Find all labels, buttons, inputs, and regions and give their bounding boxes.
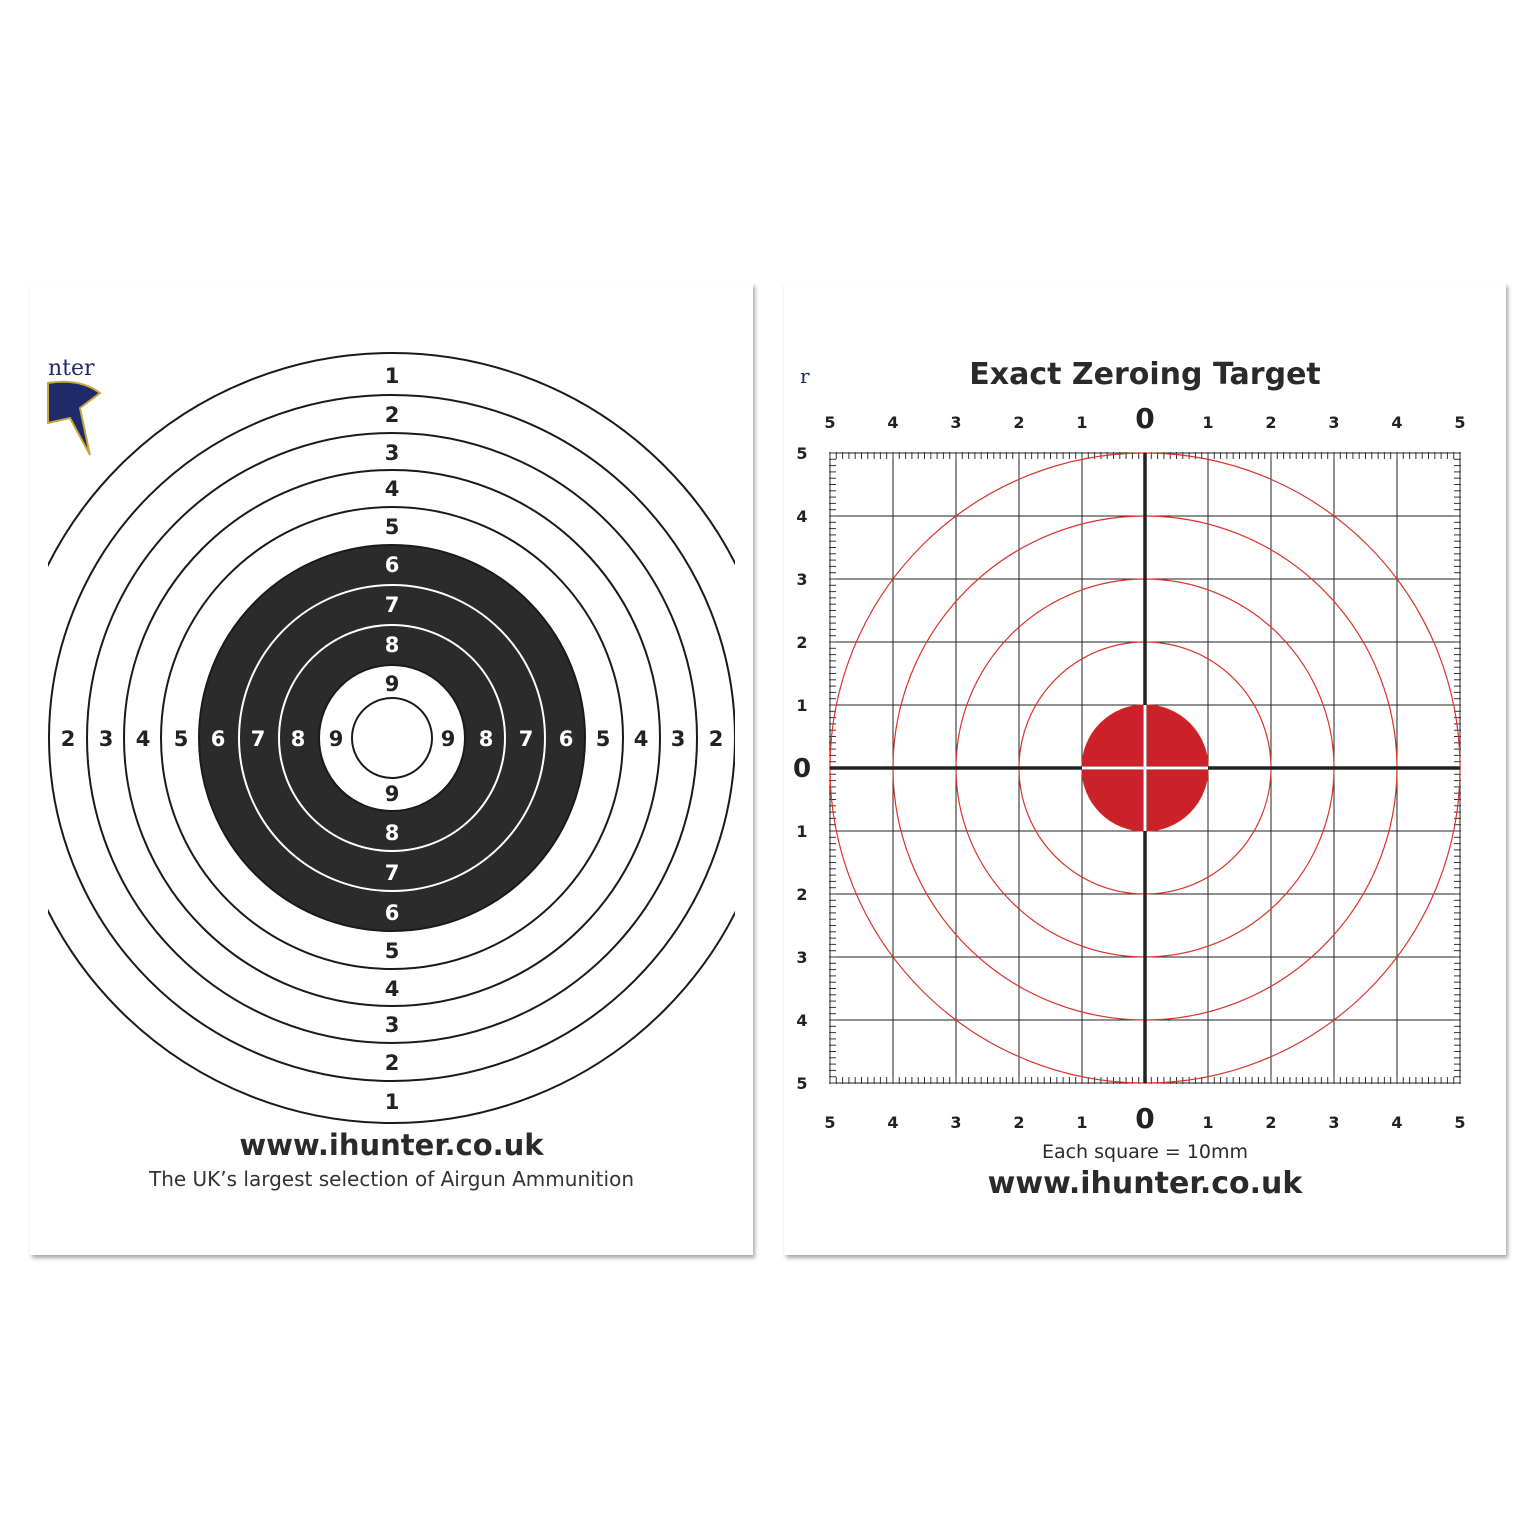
ring-10 <box>351 697 433 779</box>
axis-label-top: 4 <box>887 413 898 432</box>
ring-label-top: 1 <box>385 364 400 388</box>
axis-label-left: 1 <box>796 822 807 841</box>
axis-label-bottom: 4 <box>1391 1113 1402 1132</box>
ring-label-right: 3 <box>671 727 686 751</box>
ring-label-top: 8 <box>385 633 400 657</box>
axis-label-left: 4 <box>796 1011 807 1030</box>
ring-label-right: 4 <box>634 727 649 751</box>
axis-label-left: 2 <box>796 633 807 652</box>
axis-label-left: 4 <box>796 507 807 526</box>
ring-label-bottom: 9 <box>385 782 400 806</box>
ring-8 <box>278 624 506 852</box>
axis-label-bottom: 1 <box>1076 1113 1087 1132</box>
axis-label-bottom: 0 <box>1135 1102 1154 1135</box>
ring-label-bottom: 6 <box>385 901 400 925</box>
axis-label-bottom: 3 <box>950 1113 961 1132</box>
axis-label-left: 3 <box>796 570 807 589</box>
eye-icon <box>47 380 102 456</box>
ring-label-bottom: 3 <box>385 1013 400 1037</box>
axis-label-left: 1 <box>796 696 807 715</box>
ring-label-left: 5 <box>174 727 189 751</box>
scale-note: Each square = 10mm <box>1041 1141 1249 1163</box>
ring-label-right: 7 <box>519 727 534 751</box>
ring-label-top: 9 <box>385 672 400 696</box>
ring-label-right: 5 <box>596 727 611 751</box>
axis-label-top: 0 <box>1135 402 1154 435</box>
bullseye-target-card: 1 1 2 2 3 3 4 4 5 5 6 6 7 7 8 8 9 9 2 2 3 3 4 4 5 5 6 6 7 7 8 8 9 9 nter w… <box>30 283 753 1255</box>
ring-label-bottom: 8 <box>385 821 400 845</box>
ring-label-bottom: 2 <box>385 1051 400 1075</box>
axis-label-top: 2 <box>1265 413 1276 432</box>
axis-label-top: 3 <box>1328 413 1339 432</box>
ring-label-top: 2 <box>385 403 400 427</box>
axis-label-bottom: 3 <box>1328 1113 1339 1132</box>
axis-label-left: 3 <box>796 948 807 967</box>
axis-label-bottom: 2 <box>1013 1113 1024 1132</box>
ring-label-left: 9 <box>329 727 344 751</box>
axis-label-bottom: 1 <box>1202 1113 1213 1132</box>
axis-label-bottom: 2 <box>1265 1113 1276 1132</box>
ring-3 <box>86 432 698 1044</box>
axis-label-left: 0 <box>793 754 811 784</box>
ring-label-right: 8 <box>479 727 494 751</box>
axis-label-bottom: 5 <box>1454 1113 1465 1132</box>
ring-9 <box>318 664 466 812</box>
ring-label-left: 4 <box>136 727 151 751</box>
ring-label-left: 3 <box>99 727 114 751</box>
target-title: Exact Zeroing Target <box>969 357 1321 392</box>
logo-text: r <box>800 364 810 388</box>
axis-label-top: 3 <box>950 413 961 432</box>
white-center <box>319 665 465 811</box>
ring-label-left: 8 <box>291 727 306 751</box>
ring-4 <box>123 469 661 1007</box>
ring-6 <box>198 544 586 932</box>
axis-label-top: 5 <box>824 413 835 432</box>
ring-label-left: 6 <box>211 727 226 751</box>
ring-label-bottom: 4 <box>385 977 400 1001</box>
axis-label-top: 2 <box>1013 413 1024 432</box>
ring-1 <box>48 352 735 1124</box>
ring-label-top: 7 <box>385 593 400 617</box>
axis-label-bottom: 5 <box>824 1113 835 1132</box>
ring-label-right: 9 <box>441 727 456 751</box>
ring-label-top: 4 <box>385 477 400 501</box>
ring-label-right: 6 <box>559 727 574 751</box>
ring-label-top: 5 <box>385 515 400 539</box>
axis-label-top: 1 <box>1076 413 1087 432</box>
ring-label-bottom: 7 <box>385 861 400 885</box>
ring-label-top: 6 <box>385 553 400 577</box>
axis-label-top: 5 <box>1454 413 1465 432</box>
axis-label-top: 1 <box>1202 413 1213 432</box>
ring-label-left: 2 <box>61 727 76 751</box>
axis-label-left: 5 <box>796 1074 807 1093</box>
rings <box>48 352 735 1124</box>
ring-2 <box>48 394 735 1082</box>
ring-label-bottom: 5 <box>385 939 400 963</box>
axis-label-left: 2 <box>796 885 807 904</box>
ring-label-top: 3 <box>385 441 400 465</box>
tagline: The UK’s largest selection of Airgun Amm… <box>148 1167 634 1191</box>
ring-7 <box>238 584 546 892</box>
ring-label-bottom: 1 <box>385 1090 400 1114</box>
axis-label-left: 5 <box>796 444 807 463</box>
ring-label-left: 7 <box>251 727 266 751</box>
ring-5 <box>160 506 624 970</box>
axis-label-bottom: 4 <box>887 1113 898 1132</box>
logo-text: nter <box>48 356 95 381</box>
website-url: www.ihunter.co.uk <box>239 1128 544 1162</box>
ihunter-logo: nter <box>47 356 102 456</box>
website-url: www.ihunter.co.uk <box>987 1166 1303 1201</box>
ihunter-logo: r <box>800 364 810 388</box>
ring-label-right: 2 <box>709 727 724 751</box>
axis-label-top: 4 <box>1391 413 1402 432</box>
